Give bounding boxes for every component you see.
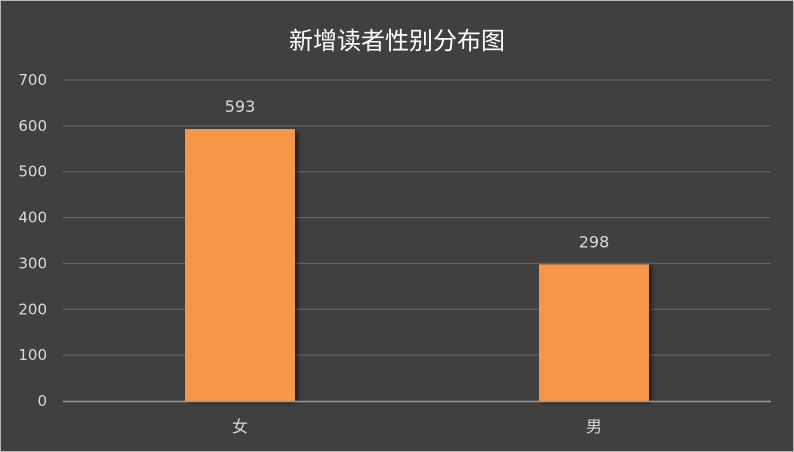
bars [185, 129, 649, 401]
chart-title: 新增读者性别分布图 [289, 27, 505, 55]
data-labels: 593 298 [225, 97, 610, 251]
y-tick-label: 600 [18, 117, 47, 135]
x-tick-label: 男 [586, 417, 602, 436]
y-tick-label: 700 [18, 71, 47, 89]
data-label: 593 [225, 97, 256, 116]
y-tick-label: 0 [37, 392, 47, 410]
y-tick-label: 500 [18, 163, 47, 181]
gridlines [63, 79, 771, 356]
x-axis-ticks: 女男 [232, 417, 602, 436]
y-tick-label: 200 [18, 300, 47, 318]
y-tick-label: 300 [18, 254, 47, 272]
data-label: 298 [579, 232, 610, 251]
y-tick-label: 400 [18, 209, 47, 227]
x-tick-label: 女 [232, 417, 248, 436]
bar [539, 264, 649, 401]
bar [185, 129, 295, 401]
y-axis-ticks: 0 100 200 300 400 500 600 700 [18, 71, 47, 410]
y-tick-label: 100 [18, 346, 47, 364]
